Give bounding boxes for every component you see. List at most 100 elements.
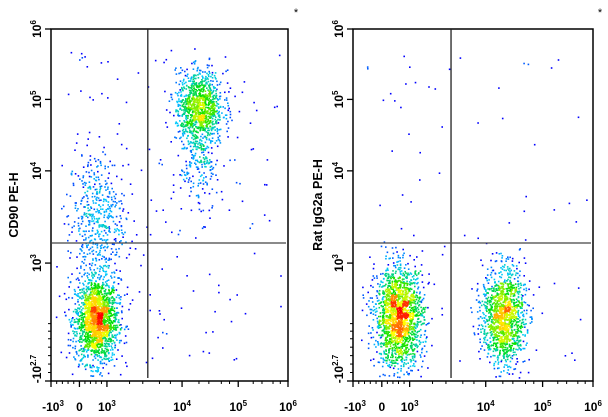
event-dot bbox=[105, 355, 107, 358]
event-dot bbox=[118, 297, 121, 299]
event-dot bbox=[383, 326, 386, 329]
event-dot bbox=[403, 335, 405, 337]
event-dot bbox=[124, 335, 127, 337]
event-dot bbox=[94, 188, 97, 191]
event-dot bbox=[85, 294, 88, 296]
event-dot bbox=[86, 66, 89, 68]
event-dot bbox=[172, 184, 175, 186]
event-dot bbox=[197, 182, 200, 185]
event-dot bbox=[395, 346, 398, 349]
event-dot bbox=[106, 284, 109, 287]
event-dot bbox=[376, 300, 379, 302]
event-dot bbox=[196, 140, 198, 143]
event-dot bbox=[217, 99, 219, 101]
event-dot bbox=[69, 321, 72, 323]
event-dot bbox=[394, 307, 396, 310]
event-dot bbox=[378, 289, 381, 292]
event-dot bbox=[105, 232, 107, 234]
event-dot bbox=[213, 113, 216, 115]
event-dot bbox=[396, 261, 398, 263]
event-dot bbox=[241, 200, 244, 203]
event-dot bbox=[77, 208, 79, 210]
event-dot bbox=[107, 330, 110, 333]
event-dot bbox=[109, 309, 111, 312]
event-dot bbox=[179, 80, 182, 82]
event-dot bbox=[183, 95, 186, 98]
event-dot bbox=[411, 276, 414, 278]
event-dot bbox=[85, 182, 87, 184]
event-dot bbox=[109, 340, 112, 343]
event-dot bbox=[397, 314, 399, 317]
event-dot bbox=[402, 352, 405, 354]
event-dot bbox=[107, 349, 109, 352]
event-dot bbox=[205, 78, 207, 81]
event-dot bbox=[109, 339, 112, 341]
event-dot bbox=[195, 88, 197, 91]
event-dot bbox=[381, 286, 383, 288]
event-dot bbox=[418, 340, 421, 343]
event-dot bbox=[188, 142, 191, 145]
event-dot bbox=[418, 296, 420, 299]
event-dot bbox=[97, 159, 100, 161]
event-dot bbox=[173, 114, 175, 117]
event-dot bbox=[108, 192, 111, 195]
event-dot bbox=[197, 196, 200, 199]
event-dot bbox=[87, 336, 90, 339]
event-dot bbox=[175, 109, 177, 111]
event-dot bbox=[210, 161, 212, 163]
event-dot bbox=[87, 338, 89, 340]
event-dot bbox=[202, 115, 205, 118]
event-dot bbox=[377, 322, 379, 324]
event-dot bbox=[99, 162, 102, 164]
event-dot bbox=[280, 305, 282, 308]
event-dot bbox=[188, 112, 190, 115]
event-dot bbox=[89, 294, 91, 296]
event-dot bbox=[205, 94, 208, 97]
event-dot bbox=[386, 336, 389, 338]
event-dot bbox=[93, 284, 95, 287]
event-dot bbox=[386, 298, 389, 301]
event-dot bbox=[113, 243, 115, 246]
event-dot bbox=[205, 137, 208, 139]
event-dot bbox=[209, 120, 212, 122]
event-dot bbox=[418, 330, 421, 332]
event-dot bbox=[95, 300, 98, 303]
event-dot bbox=[194, 114, 196, 117]
event-dot bbox=[91, 291, 93, 293]
event-dot bbox=[390, 356, 392, 359]
event-dot bbox=[263, 214, 266, 216]
event-dot bbox=[120, 279, 123, 281]
event-dot bbox=[125, 147, 128, 150]
event-dot bbox=[91, 289, 94, 291]
event-dot bbox=[65, 298, 68, 301]
event-dot bbox=[170, 96, 173, 99]
event-dot bbox=[191, 103, 194, 105]
event-dot bbox=[401, 295, 404, 298]
event-dot bbox=[392, 322, 394, 325]
event-dot bbox=[411, 337, 414, 339]
event-dot bbox=[90, 335, 92, 338]
event-dot bbox=[209, 134, 211, 136]
event-dot bbox=[104, 301, 106, 304]
event-dot bbox=[85, 171, 88, 173]
event-dot bbox=[199, 116, 202, 119]
event-dot bbox=[211, 92, 213, 95]
event-dot bbox=[402, 282, 404, 284]
event-dot bbox=[84, 307, 86, 310]
event-dot bbox=[100, 247, 103, 249]
event-dot bbox=[208, 209, 211, 212]
event-dot bbox=[225, 99, 228, 101]
event-dot bbox=[393, 333, 395, 335]
event-dot bbox=[187, 143, 190, 146]
event-dot bbox=[86, 313, 89, 315]
event-dot bbox=[385, 272, 388, 275]
event-dot bbox=[191, 83, 193, 85]
event-dot bbox=[86, 363, 88, 366]
event-dot bbox=[188, 164, 191, 167]
event-dot bbox=[164, 90, 166, 93]
event-dot bbox=[395, 270, 397, 273]
event-dot bbox=[188, 96, 191, 99]
event-dot bbox=[186, 99, 188, 102]
event-dot bbox=[190, 92, 192, 94]
event-dot bbox=[210, 140, 212, 142]
